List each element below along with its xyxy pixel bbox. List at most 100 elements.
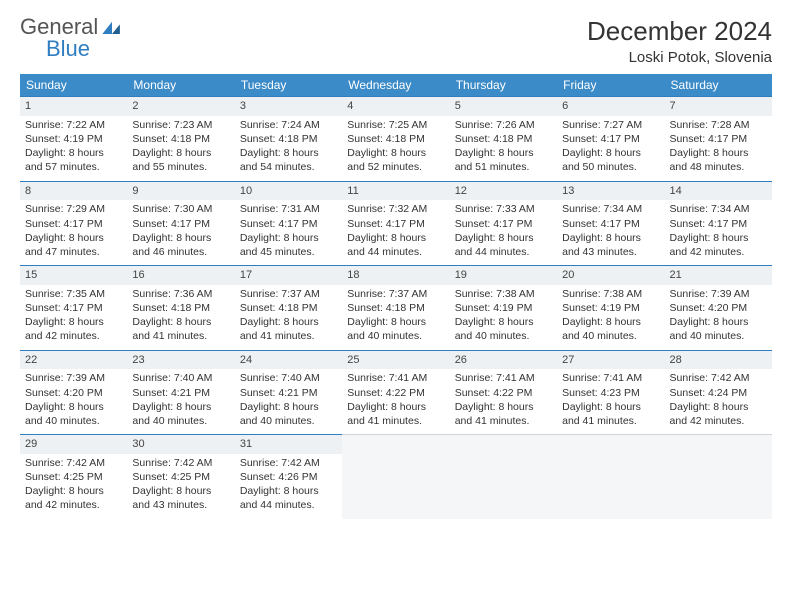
calendar-day: 13Sunrise: 7:34 AMSunset: 4:17 PMDayligh… xyxy=(557,181,664,266)
sunrise-line: Sunrise: 7:40 AM xyxy=(240,371,337,385)
sunrise-line: Sunrise: 7:28 AM xyxy=(670,118,767,132)
day-number: 10 xyxy=(235,182,342,201)
sunrise-line: Sunrise: 7:39 AM xyxy=(670,287,767,301)
sunrise-line: Sunrise: 7:38 AM xyxy=(562,287,659,301)
sunrise-line: Sunrise: 7:31 AM xyxy=(240,202,337,216)
calendar-day: 16Sunrise: 7:36 AMSunset: 4:18 PMDayligh… xyxy=(127,266,234,351)
day-number: 9 xyxy=(127,182,234,201)
daylight-line: Daylight: 8 hours and 40 minutes. xyxy=(455,315,552,343)
calendar-day: 29Sunrise: 7:42 AMSunset: 4:25 PMDayligh… xyxy=(20,435,127,519)
sunrise-line: Sunrise: 7:27 AM xyxy=(562,118,659,132)
daylight-line: Daylight: 8 hours and 41 minutes. xyxy=(347,400,444,428)
calendar-day: 28Sunrise: 7:42 AMSunset: 4:24 PMDayligh… xyxy=(665,350,772,435)
sunset-line: Sunset: 4:24 PM xyxy=(670,386,767,400)
day-number: 15 xyxy=(20,266,127,285)
daylight-line: Daylight: 8 hours and 40 minutes. xyxy=(25,400,122,428)
sunset-line: Sunset: 4:17 PM xyxy=(25,301,122,315)
sunrise-line: Sunrise: 7:38 AM xyxy=(455,287,552,301)
sunset-line: Sunset: 4:19 PM xyxy=(25,132,122,146)
sunset-line: Sunset: 4:25 PM xyxy=(25,470,122,484)
sunrise-line: Sunrise: 7:24 AM xyxy=(240,118,337,132)
day-number: 18 xyxy=(342,266,449,285)
sunset-line: Sunset: 4:17 PM xyxy=(562,132,659,146)
day-number: 16 xyxy=(127,266,234,285)
sunset-line: Sunset: 4:18 PM xyxy=(240,132,337,146)
sunrise-line: Sunrise: 7:37 AM xyxy=(240,287,337,301)
sunset-line: Sunset: 4:18 PM xyxy=(347,132,444,146)
calendar-empty xyxy=(665,435,772,519)
calendar-day: 25Sunrise: 7:41 AMSunset: 4:22 PMDayligh… xyxy=(342,350,449,435)
daylight-line: Daylight: 8 hours and 47 minutes. xyxy=(25,231,122,259)
calendar-day: 24Sunrise: 7:40 AMSunset: 4:21 PMDayligh… xyxy=(235,350,342,435)
calendar-day: 5Sunrise: 7:26 AMSunset: 4:18 PMDaylight… xyxy=(450,97,557,182)
calendar-day: 7Sunrise: 7:28 AMSunset: 4:17 PMDaylight… xyxy=(665,97,772,182)
day-number: 23 xyxy=(127,351,234,370)
daylight-line: Daylight: 8 hours and 55 minutes. xyxy=(132,146,229,174)
calendar-day: 12Sunrise: 7:33 AMSunset: 4:17 PMDayligh… xyxy=(450,181,557,266)
sunset-line: Sunset: 4:18 PM xyxy=(347,301,444,315)
calendar-day: 19Sunrise: 7:38 AMSunset: 4:19 PMDayligh… xyxy=(450,266,557,351)
sunrise-line: Sunrise: 7:37 AM xyxy=(347,287,444,301)
sunset-line: Sunset: 4:26 PM xyxy=(240,470,337,484)
sunrise-line: Sunrise: 7:35 AM xyxy=(25,287,122,301)
daylight-line: Daylight: 8 hours and 40 minutes. xyxy=(132,400,229,428)
sunset-line: Sunset: 4:20 PM xyxy=(670,301,767,315)
calendar-day: 9Sunrise: 7:30 AMSunset: 4:17 PMDaylight… xyxy=(127,181,234,266)
daylight-line: Daylight: 8 hours and 40 minutes. xyxy=(347,315,444,343)
logo-text-blue: Blue xyxy=(46,38,122,60)
sunrise-line: Sunrise: 7:32 AM xyxy=(347,202,444,216)
day-number: 20 xyxy=(557,266,664,285)
day-header-row: SundayMondayTuesdayWednesdayThursdayFrid… xyxy=(20,74,772,97)
daylight-line: Daylight: 8 hours and 41 minutes. xyxy=(240,315,337,343)
daylight-line: Daylight: 8 hours and 52 minutes. xyxy=(347,146,444,174)
day-number: 14 xyxy=(665,182,772,201)
day-header: Friday xyxy=(557,74,664,97)
calendar-day: 8Sunrise: 7:29 AMSunset: 4:17 PMDaylight… xyxy=(20,181,127,266)
sunset-line: Sunset: 4:17 PM xyxy=(25,217,122,231)
calendar-week: 22Sunrise: 7:39 AMSunset: 4:20 PMDayligh… xyxy=(20,350,772,435)
page-title: December 2024 xyxy=(587,16,772,47)
daylight-line: Daylight: 8 hours and 57 minutes. xyxy=(25,146,122,174)
daylight-line: Daylight: 8 hours and 42 minutes. xyxy=(670,400,767,428)
daylight-line: Daylight: 8 hours and 40 minutes. xyxy=(240,400,337,428)
daylight-line: Daylight: 8 hours and 42 minutes. xyxy=(25,315,122,343)
sunrise-line: Sunrise: 7:25 AM xyxy=(347,118,444,132)
day-number: 19 xyxy=(450,266,557,285)
day-number: 21 xyxy=(665,266,772,285)
sunrise-line: Sunrise: 7:33 AM xyxy=(455,202,552,216)
location-label: Loski Potok, Slovenia xyxy=(587,49,772,66)
calendar-table: SundayMondayTuesdayWednesdayThursdayFrid… xyxy=(20,74,772,519)
day-number: 30 xyxy=(127,435,234,454)
calendar-week: 8Sunrise: 7:29 AMSunset: 4:17 PMDaylight… xyxy=(20,181,772,266)
daylight-line: Daylight: 8 hours and 44 minutes. xyxy=(240,484,337,512)
calendar-day: 2Sunrise: 7:23 AMSunset: 4:18 PMDaylight… xyxy=(127,97,234,182)
calendar-day: 23Sunrise: 7:40 AMSunset: 4:21 PMDayligh… xyxy=(127,350,234,435)
day-header: Sunday xyxy=(20,74,127,97)
calendar-day: 20Sunrise: 7:38 AMSunset: 4:19 PMDayligh… xyxy=(557,266,664,351)
sunset-line: Sunset: 4:17 PM xyxy=(240,217,337,231)
calendar-day: 21Sunrise: 7:39 AMSunset: 4:20 PMDayligh… xyxy=(665,266,772,351)
calendar-empty xyxy=(450,435,557,519)
sunset-line: Sunset: 4:21 PM xyxy=(240,386,337,400)
sunset-line: Sunset: 4:17 PM xyxy=(132,217,229,231)
calendar-day: 4 Sunrise: 7:25 AMSunset: 4:18 PMDaylight… xyxy=(342,97,449,182)
day-number: 31 xyxy=(235,435,342,454)
daylight-line: Daylight: 8 hours and 46 minutes. xyxy=(132,231,229,259)
sunset-line: Sunset: 4:22 PM xyxy=(347,386,444,400)
day-header: Thursday xyxy=(450,74,557,97)
day-number: 8 xyxy=(20,182,127,201)
sunrise-line: Sunrise: 7:39 AM xyxy=(25,371,122,385)
day-number: 29 xyxy=(20,435,127,454)
daylight-line: Daylight: 8 hours and 41 minutes. xyxy=(562,400,659,428)
sunset-line: Sunset: 4:18 PM xyxy=(132,132,229,146)
calendar-day: 6Sunrise: 7:27 AMSunset: 4:17 PMDaylight… xyxy=(557,97,664,182)
sunrise-line: Sunrise: 7:42 AM xyxy=(132,456,229,470)
calendar-day: 15 Sunrise: 7:35 AMSunset: 4:17 PMDayligh… xyxy=(20,266,127,351)
calendar-day: 1Sunrise: 7:22 AMSunset: 4:19 PMDaylight… xyxy=(20,97,127,182)
calendar-week: 29 Sunrise: 7:42 AM Sunset: 4:25 PM Dayligh… xyxy=(20,435,772,519)
logo: GeneralBlue xyxy=(20,16,122,60)
day-number: 4 xyxy=(342,97,449,116)
calendar-body: 1Sunrise: 7:22 AMSunset: 4:19 PMDaylight… xyxy=(20,97,772,519)
sunset-line: Sunset: 4:18 PM xyxy=(240,301,337,315)
day-number: 26 xyxy=(450,351,557,370)
